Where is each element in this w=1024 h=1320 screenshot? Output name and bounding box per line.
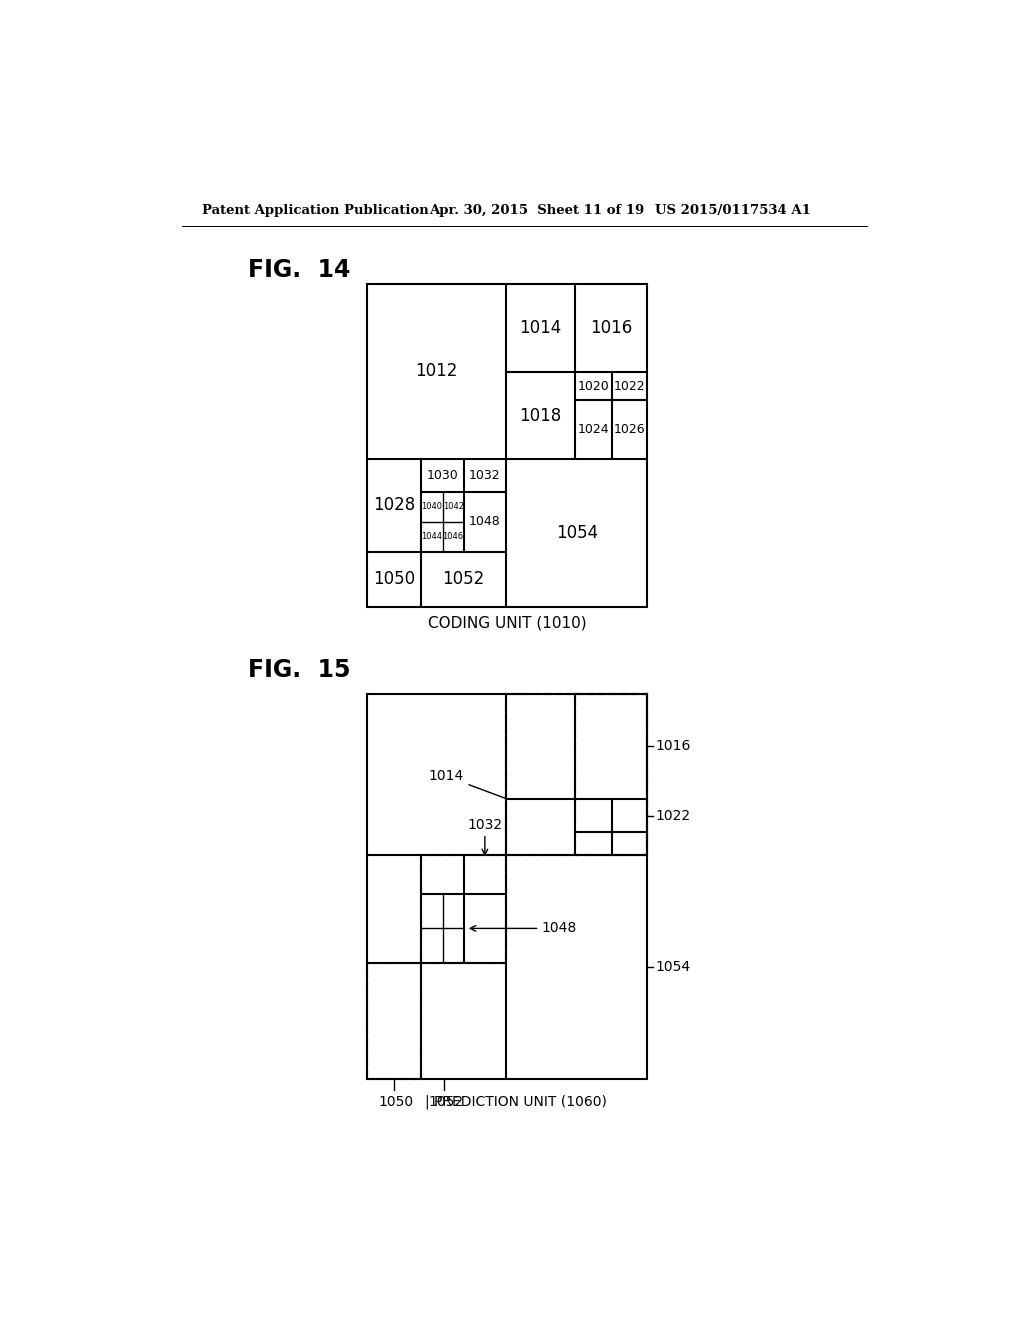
Text: 1052: 1052 [442, 570, 484, 589]
Text: 1012: 1012 [416, 362, 458, 380]
Text: 1048: 1048 [469, 515, 501, 528]
Text: FIG.  14: FIG. 14 [248, 257, 350, 282]
Text: 1032: 1032 [469, 469, 501, 482]
Text: 1028: 1028 [373, 496, 415, 515]
Text: 1052: 1052 [429, 1094, 464, 1109]
Bar [367, 964, 421, 1078]
Bar [506, 693, 647, 855]
Bar [575, 693, 647, 855]
Text: 1046: 1046 [442, 532, 464, 541]
Text: 1050: 1050 [378, 1094, 414, 1109]
Text: CODING UNIT (1010): CODING UNIT (1010) [428, 616, 587, 631]
Text: 1042: 1042 [442, 503, 464, 511]
Text: 1054: 1054 [655, 960, 690, 974]
Text: 1016: 1016 [655, 739, 690, 754]
Text: 1026: 1026 [613, 422, 645, 436]
Text: 1040: 1040 [421, 503, 442, 511]
Text: 1020: 1020 [578, 380, 609, 393]
Text: 1022: 1022 [613, 380, 645, 393]
Text: FIG.  15: FIG. 15 [248, 659, 350, 682]
Text: 1016: 1016 [590, 319, 633, 337]
Text: 1048: 1048 [541, 921, 577, 936]
Text: US 2015/0117534 A1: US 2015/0117534 A1 [655, 205, 811, 218]
Text: 1030: 1030 [426, 469, 458, 482]
Text: 1054: 1054 [556, 524, 598, 541]
Text: 1050: 1050 [373, 570, 415, 589]
Text: 1018: 1018 [519, 407, 562, 425]
Text: 1022: 1022 [655, 809, 690, 822]
Bar [367, 693, 647, 1078]
Text: | PREDICTION UNIT (1060): | PREDICTION UNIT (1060) [425, 1094, 606, 1109]
Bar [421, 855, 506, 964]
Text: 1024: 1024 [578, 422, 609, 436]
Text: 1014: 1014 [519, 319, 562, 337]
Text: Patent Application Publication: Patent Application Publication [202, 205, 428, 218]
Bar [367, 284, 647, 607]
Text: 1014: 1014 [428, 770, 505, 799]
Text: 1032: 1032 [467, 818, 503, 832]
Text: Apr. 30, 2015  Sheet 11 of 19: Apr. 30, 2015 Sheet 11 of 19 [429, 205, 644, 218]
Text: 1044: 1044 [421, 532, 442, 541]
